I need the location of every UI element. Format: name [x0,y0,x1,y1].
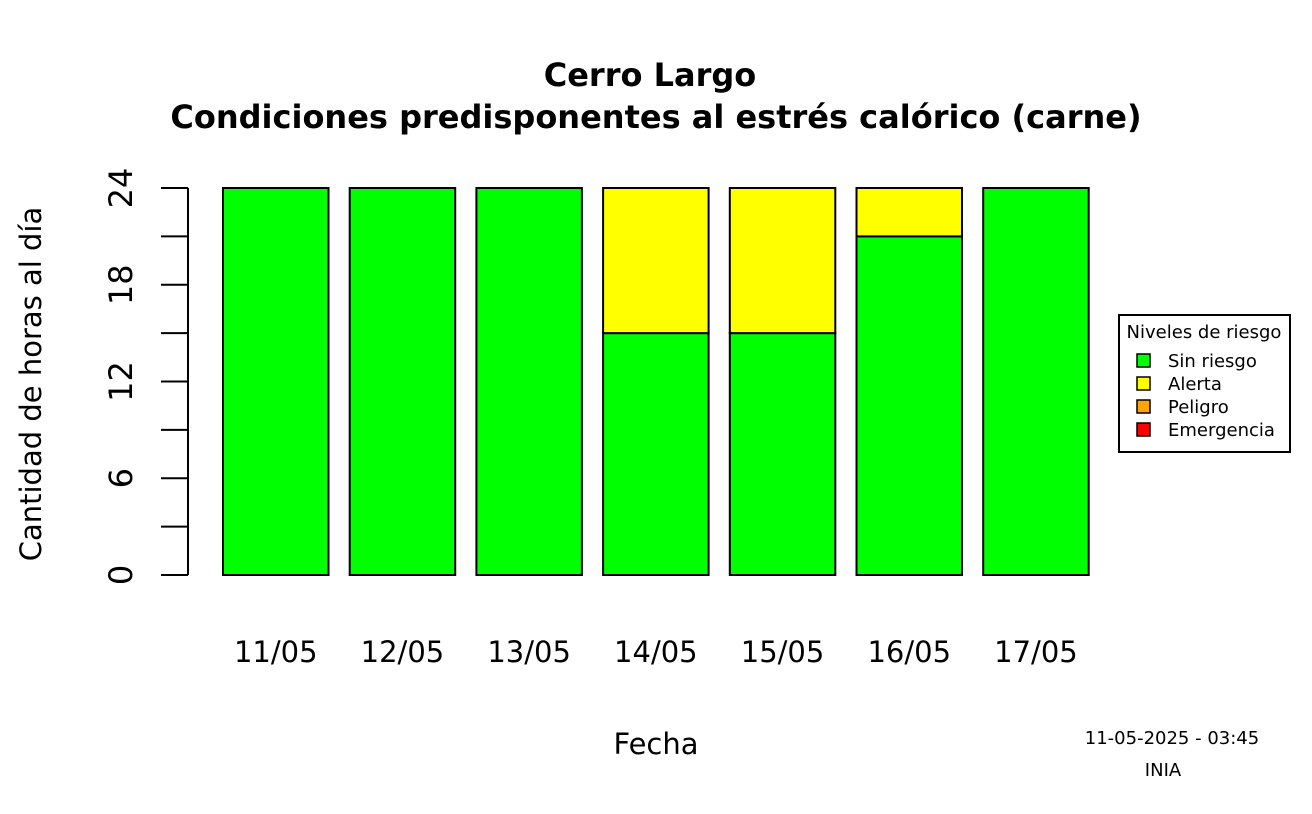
bar-segment [982,187,1090,576]
x-tick-label: 16/05 [867,635,951,669]
legend-box [1118,314,1291,453]
bar-segment [602,187,710,335]
legend-title: Niveles de riesgo [1127,322,1282,343]
chart-title: Cerro Largo [544,56,757,94]
y-tick-label: 12 [102,361,140,402]
bar-segment [728,332,837,576]
bar-segment [222,187,330,576]
bar-segment [602,332,710,576]
source-label: INIA [1145,760,1182,781]
y-tick-label: 0 [102,565,140,585]
bar-segment [475,187,583,576]
timestamp: 11-05-2025 - 03:45 [1085,728,1259,749]
chart-subtitle: Condiciones predisponentes al estrés cal… [170,98,1141,136]
legend-item-label: Peligro [1168,397,1229,418]
legend-swatch [1136,399,1151,414]
bar-segment [728,187,837,335]
bar-segment [348,187,457,576]
y-axis: 0 6 12 18 24 [102,168,189,585]
x-tick-label: 12/05 [361,635,445,669]
x-tick-label: 13/05 [487,635,571,669]
y-axis-label: Cantidad de horas al día [14,207,48,562]
x-tick-label: 17/05 [994,635,1078,669]
bar-segment [855,187,963,238]
x-axis-tick-labels: 11/05 12/05 13/05 14/05 15/05 16/05 17/05 [234,635,1078,669]
y-tick-label: 18 [102,264,140,305]
x-tick-label: 15/05 [741,635,825,669]
legend: Niveles de riesgo Sin riesgoAlertaPeligr… [1118,314,1291,453]
legend-item-label: Emergencia [1168,420,1275,441]
bars [222,187,1090,576]
legend-item-label: Sin riesgo [1168,351,1257,372]
legend-swatch [1136,422,1151,437]
x-tick-label: 11/05 [234,635,318,669]
legend-item-label: Alerta [1168,374,1222,395]
y-tick-label: 24 [102,168,140,209]
x-axis-label: Fecha [613,727,698,761]
legend-swatch [1136,353,1151,368]
x-tick-label: 14/05 [614,635,698,669]
y-tick-label: 6 [102,468,140,488]
legend-swatch [1136,376,1151,391]
bar-segment [855,235,963,576]
